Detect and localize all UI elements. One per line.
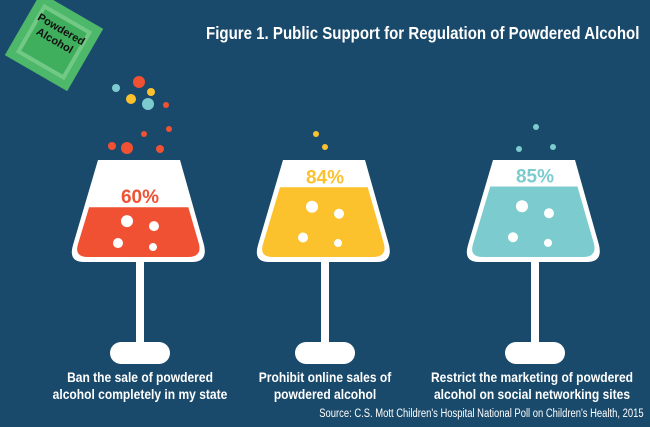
liquid-bubble — [149, 221, 159, 232]
rising-bubble — [533, 124, 539, 130]
liquid-bubble — [121, 215, 133, 228]
glass-stem — [321, 260, 329, 346]
source-note: Source: C.S. Mott Children's Hospital Na… — [319, 408, 644, 420]
rising-bubble — [142, 98, 154, 110]
caption-1: Ban the sale of powdered alcohol complete… — [52, 369, 228, 402]
value-label-1: 60% — [121, 187, 159, 208]
rising-bubble — [133, 76, 145, 88]
glass-base — [505, 342, 565, 364]
rising-bubble — [322, 144, 328, 150]
caption-3: Restrict the marketing of powdered alcoho… — [430, 369, 634, 402]
glass-base — [295, 342, 355, 364]
liquid-bubble — [149, 243, 157, 252]
glass-stem — [136, 260, 144, 346]
liquid-bubble — [508, 232, 518, 243]
rising-bubble — [147, 88, 155, 96]
liquid-fill-3 — [472, 186, 595, 257]
liquid-bubble — [298, 232, 308, 243]
rising-bubble — [313, 131, 319, 137]
rising-bubble — [121, 142, 133, 154]
value-label-2: 84% — [306, 167, 344, 188]
rising-bubble — [156, 145, 164, 153]
value-label-3: 85% — [516, 166, 554, 187]
rising-bubble — [163, 102, 169, 108]
caption-2: Prohibit online sales of powdered alcohol — [258, 369, 392, 402]
figure-title: Figure 1. Public Support for Regulation … — [206, 23, 640, 43]
rising-bubble — [166, 126, 172, 132]
glass-base — [110, 342, 170, 364]
liquid-bubble — [113, 238, 123, 249]
liquid-bubble — [516, 200, 528, 213]
liquid-bubble — [306, 200, 318, 213]
rising-bubble — [108, 142, 116, 150]
liquid-fill-1 — [77, 207, 200, 257]
liquid-bubble — [334, 208, 344, 219]
rising-bubble — [126, 94, 136, 104]
liquid-bubble — [334, 239, 342, 248]
rising-bubble — [516, 146, 522, 152]
liquid-bubble — [544, 238, 552, 247]
glass-stem — [531, 260, 539, 346]
rising-bubble — [550, 144, 556, 150]
liquid-fill-2 — [262, 187, 385, 257]
rising-bubble — [112, 84, 120, 92]
liquid-bubble — [544, 208, 554, 219]
rising-bubble — [141, 131, 147, 137]
